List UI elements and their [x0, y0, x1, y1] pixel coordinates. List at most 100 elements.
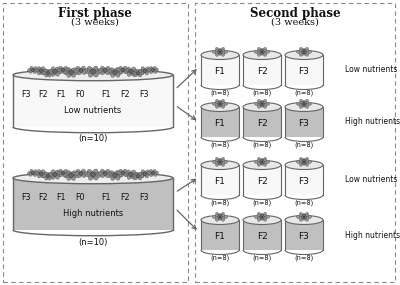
Circle shape — [113, 173, 117, 178]
Text: (n=8): (n=8) — [294, 200, 314, 206]
Ellipse shape — [132, 72, 137, 75]
Ellipse shape — [63, 70, 70, 75]
Ellipse shape — [123, 69, 127, 74]
Ellipse shape — [117, 171, 122, 175]
Ellipse shape — [261, 158, 263, 162]
Ellipse shape — [263, 47, 266, 52]
Ellipse shape — [300, 162, 303, 166]
Ellipse shape — [63, 172, 66, 177]
Circle shape — [69, 70, 73, 75]
Ellipse shape — [134, 175, 138, 180]
Ellipse shape — [243, 160, 281, 170]
Text: F3: F3 — [298, 232, 310, 241]
Ellipse shape — [300, 216, 303, 219]
Ellipse shape — [70, 71, 76, 77]
Ellipse shape — [141, 170, 145, 175]
Ellipse shape — [28, 172, 32, 175]
Ellipse shape — [150, 169, 153, 174]
Ellipse shape — [138, 175, 142, 180]
Ellipse shape — [285, 50, 323, 60]
Ellipse shape — [300, 215, 303, 217]
Bar — [285, 107, 323, 137]
Ellipse shape — [124, 172, 130, 176]
Ellipse shape — [132, 172, 138, 177]
Ellipse shape — [138, 172, 142, 177]
Ellipse shape — [254, 160, 259, 163]
Circle shape — [303, 161, 305, 163]
Ellipse shape — [107, 70, 114, 74]
Ellipse shape — [223, 50, 228, 53]
Ellipse shape — [57, 68, 62, 72]
Ellipse shape — [67, 72, 72, 78]
Ellipse shape — [76, 169, 81, 174]
Ellipse shape — [84, 69, 92, 74]
Ellipse shape — [123, 66, 126, 71]
Circle shape — [260, 160, 264, 164]
Circle shape — [303, 103, 305, 105]
Ellipse shape — [110, 171, 115, 176]
Ellipse shape — [261, 162, 263, 165]
Ellipse shape — [51, 67, 56, 72]
Ellipse shape — [219, 104, 221, 107]
Ellipse shape — [87, 66, 93, 73]
Ellipse shape — [139, 172, 144, 176]
Ellipse shape — [261, 48, 263, 52]
Circle shape — [302, 101, 306, 106]
Circle shape — [218, 101, 222, 106]
Ellipse shape — [140, 173, 145, 178]
Ellipse shape — [84, 172, 92, 177]
Ellipse shape — [303, 158, 305, 162]
Ellipse shape — [35, 68, 40, 72]
Ellipse shape — [33, 170, 37, 174]
Ellipse shape — [243, 215, 281, 225]
Ellipse shape — [48, 70, 54, 74]
Ellipse shape — [223, 215, 228, 218]
Text: First phase: First phase — [58, 7, 132, 20]
Ellipse shape — [305, 99, 308, 104]
Ellipse shape — [305, 217, 308, 221]
Ellipse shape — [49, 174, 54, 178]
Ellipse shape — [263, 99, 266, 104]
Ellipse shape — [119, 169, 123, 174]
Ellipse shape — [41, 170, 45, 175]
Ellipse shape — [42, 174, 47, 178]
Ellipse shape — [303, 162, 305, 165]
Ellipse shape — [263, 51, 266, 54]
Ellipse shape — [93, 70, 98, 77]
Ellipse shape — [33, 172, 36, 177]
Ellipse shape — [216, 215, 219, 217]
Ellipse shape — [67, 174, 72, 180]
Ellipse shape — [55, 67, 60, 72]
Ellipse shape — [216, 212, 219, 217]
Ellipse shape — [263, 101, 266, 105]
Ellipse shape — [47, 72, 51, 77]
Ellipse shape — [219, 158, 221, 162]
Ellipse shape — [34, 172, 38, 175]
Ellipse shape — [101, 169, 105, 174]
Ellipse shape — [81, 172, 86, 178]
Ellipse shape — [29, 172, 33, 176]
Ellipse shape — [144, 70, 148, 75]
Ellipse shape — [117, 68, 122, 72]
Text: F3: F3 — [298, 67, 310, 76]
Ellipse shape — [153, 169, 156, 174]
Circle shape — [219, 161, 221, 163]
Ellipse shape — [221, 51, 224, 54]
Ellipse shape — [92, 169, 98, 176]
Ellipse shape — [116, 173, 123, 178]
Ellipse shape — [30, 169, 34, 174]
Ellipse shape — [261, 217, 263, 220]
Ellipse shape — [300, 104, 303, 108]
Ellipse shape — [258, 52, 261, 56]
Text: F3: F3 — [21, 90, 30, 99]
Text: (n=8): (n=8) — [210, 142, 230, 148]
Ellipse shape — [303, 52, 305, 55]
Circle shape — [303, 216, 305, 218]
Ellipse shape — [305, 52, 308, 56]
Text: F3: F3 — [298, 119, 310, 128]
Circle shape — [129, 172, 133, 177]
Ellipse shape — [88, 174, 94, 180]
Ellipse shape — [119, 66, 123, 71]
Text: F2: F2 — [38, 193, 48, 202]
Ellipse shape — [49, 71, 54, 75]
